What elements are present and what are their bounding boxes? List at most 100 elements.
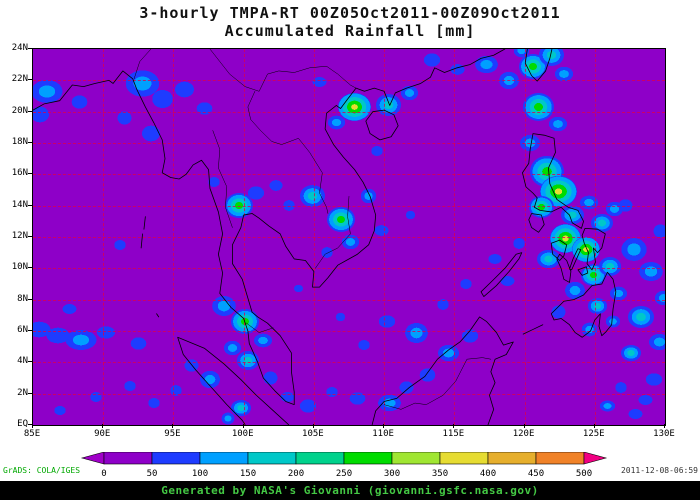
rain-cell: [115, 110, 133, 126]
x-tick-mark: [593, 424, 595, 428]
x-tick-label: 95E: [164, 429, 181, 439]
x-tick-mark: [32, 424, 33, 428]
y-tick-label: 12N: [11, 231, 28, 241]
colorbar-tick-label: 500: [576, 469, 592, 479]
rain-cell: [638, 260, 664, 283]
lon-gridline: [173, 49, 175, 425]
rain-cell: [549, 304, 567, 321]
lat-gridline: [33, 268, 665, 270]
colorbar-tick-label: 150: [240, 469, 256, 479]
rain-cell: [537, 249, 560, 269]
rain-cell: [513, 49, 531, 59]
rain-cell: [598, 257, 622, 277]
rain-cell: [652, 222, 665, 239]
rain-cell: [648, 332, 665, 352]
colorbar-band: [103, 451, 153, 465]
x-tick-mark: [102, 424, 104, 428]
rain-cell: [357, 338, 372, 352]
colorbar-band: [487, 451, 537, 465]
rain-cell: [377, 313, 397, 330]
y-tick-mark: [28, 298, 32, 300]
rain-cell: [61, 302, 78, 316]
y-tick-mark: [28, 204, 32, 206]
x-tick-mark: [453, 424, 455, 428]
y-tick-label: EQ: [17, 419, 28, 429]
coastline-philippines: [481, 134, 616, 338]
rain-cell: [370, 144, 385, 158]
rain-cell: [403, 321, 430, 344]
lat-gridline: [33, 143, 665, 144]
rain-cell: [511, 237, 526, 250]
x-tick-label: 100E: [231, 429, 254, 439]
rain-cell: [437, 343, 460, 363]
rain-cell: [643, 371, 664, 388]
rain-cell: [398, 379, 415, 396]
rain-cell: [63, 329, 98, 352]
generated-by-text: Generated by NASA's Giovanni (giovanni.g…: [161, 484, 539, 497]
x-tick-label: 125E: [582, 429, 605, 439]
grads-credit: GrADS: COLA/IGES: [3, 466, 81, 475]
colorbar-band: [439, 451, 489, 465]
rain-cell: [33, 78, 64, 104]
rain-cell: [299, 185, 326, 208]
rain-cell: [621, 345, 642, 361]
x-tick-label: 130E: [653, 429, 675, 439]
x-tick-mark: [383, 424, 385, 428]
lon-gridline: [594, 49, 596, 425]
colorbar-band: [535, 451, 585, 465]
rain-cell: [436, 298, 451, 311]
colorbar-band: [343, 451, 393, 465]
y-tick-label: 18N: [11, 137, 28, 147]
lat-gridline: [33, 362, 665, 364]
rain-cell: [253, 332, 274, 349]
lat-gridline: [33, 205, 665, 207]
y-tick-mark: [28, 110, 32, 112]
rain-cell: [146, 396, 161, 410]
y-tick-label: 14N: [11, 199, 28, 210]
colorbar-tick-label: 100: [192, 469, 208, 479]
rain-cell: [372, 224, 390, 237]
rain-cell: [563, 280, 587, 300]
x-tick-label: 120E: [512, 429, 535, 439]
coastline-sumatra: [178, 337, 289, 424]
rain-cell: [122, 379, 137, 393]
rain-cell: [620, 237, 649, 263]
rain-cell: [580, 321, 598, 338]
y-tick-mark: [28, 330, 32, 331]
x-tick-label: 90E: [94, 429, 111, 439]
lat-gridline: [33, 80, 665, 82]
rain-cell: [52, 405, 67, 417]
y-tick-label: 22N: [11, 74, 28, 85]
colorbar-svg: 0 50 100 150 200 250 300 350 400 450 500: [80, 451, 608, 479]
colorbar-tick-label: 300: [384, 469, 400, 479]
lat-gridline: [33, 393, 665, 395]
x-tick-mark: [523, 424, 525, 428]
rain-cell: [33, 105, 52, 125]
rain-cell: [231, 399, 251, 416]
rain-cell: [448, 63, 466, 76]
rain-cell: [458, 277, 473, 291]
map-plot-area: [32, 48, 666, 426]
rain-cell: [94, 324, 118, 341]
rain-cell: [608, 285, 629, 302]
rain-cell: [173, 80, 196, 100]
coastline-hainan: [366, 110, 398, 140]
plot-title-line2: Accumulated Rainfall [mm]: [224, 22, 476, 40]
x-tick-label: 110E: [372, 429, 394, 439]
colorbar-band: [199, 451, 249, 465]
rain-cell: [653, 290, 665, 306]
rain-cell: [113, 238, 128, 252]
rain-cell: [486, 252, 504, 266]
colorbar-tick-label: 50: [147, 469, 158, 479]
y-tick-label: 10N: [11, 262, 28, 273]
rain-cell: [198, 370, 222, 389]
colorbar-band: [391, 451, 441, 465]
colorbar-tick-label: 350: [432, 469, 448, 479]
colorbar-tick-label: 400: [480, 469, 496, 479]
rain-cell: [149, 88, 175, 111]
y-tick-mark: [28, 392, 32, 394]
y-tick-mark: [28, 267, 32, 269]
rain-cell: [292, 284, 305, 294]
y-tick-mark: [28, 361, 32, 363]
